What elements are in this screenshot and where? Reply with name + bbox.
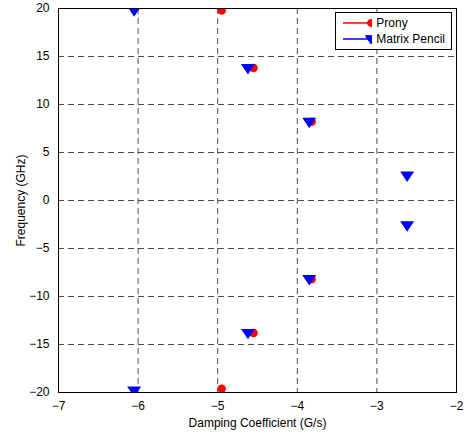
html-text:Prony: Prony [376,16,408,30]
svg-text:−6: −6 [131,399,145,413]
svg-text:−5: −5 [211,399,225,413]
svg-text:15: 15 [36,49,50,63]
svg-text:−7: −7 [52,399,66,413]
svg-text:−2: −2 [450,399,464,413]
svg-text:0: 0 [43,193,50,207]
svg-text:Damping Coefficient (G/s): Damping Coefficient (G/s) [189,416,327,430]
svg-text:5: 5 [43,145,50,159]
html-text:Matrix Pencil: Matrix Pencil [376,32,445,46]
svg-text:−5: −5 [36,241,50,255]
svg-text:20: 20 [36,1,50,15]
svg-text:−10: −10 [29,289,50,303]
svg-text:−4: −4 [290,399,304,413]
svg-text:−3: −3 [370,399,384,413]
svg-text:−15: −15 [29,337,50,351]
svg-text:−20: −20 [29,385,50,399]
svg-text:10: 10 [36,97,50,111]
svg-text:Frequency (GHz): Frequency (GHz) [14,154,28,246]
